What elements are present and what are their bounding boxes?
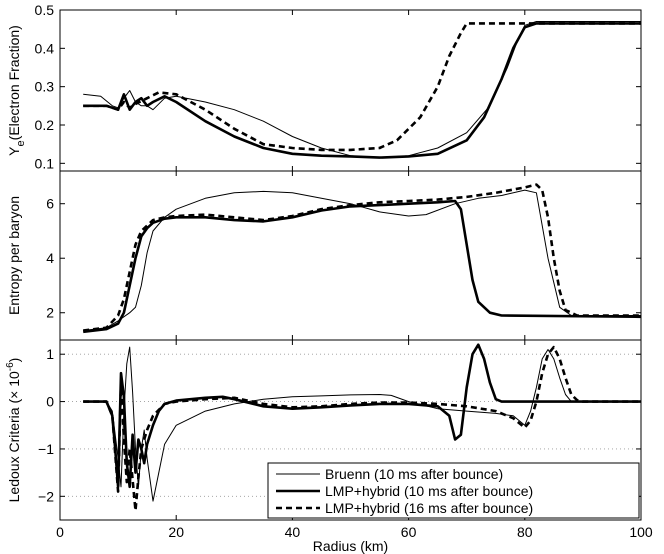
x-tick-label: 80	[517, 524, 533, 540]
y-axis-label: Ye(Electron Fraction)	[6, 25, 27, 156]
y-tick-label: 0.3	[35, 79, 55, 95]
legend-label: LMP+hybrid (10 ms after bounce)	[325, 483, 533, 499]
series-group	[83, 183, 641, 334]
legend: Bruenn (10 ms after bounce)LMP+hybrid (1…	[267, 462, 640, 519]
y-tick-label: 4	[46, 250, 54, 266]
panel-1: 0.1 0.2 0.3 0.4 0.5 Ye(Electron Fraction)	[6, 2, 642, 172]
series-line-dashed	[83, 183, 641, 332]
x-tick-label: 60	[401, 524, 417, 540]
y-tick-label: 2	[46, 305, 54, 321]
y-tick-label: 0.5	[35, 2, 55, 18]
axes-frame	[59, 9, 642, 172]
series-line-thin	[83, 21, 641, 159]
x-axis-label: Radius (km)	[313, 538, 388, 554]
series-line-dashed	[83, 22, 641, 152]
series-line-thick	[83, 199, 641, 334]
axes-group: 0.1 0.2 0.3 0.4 0.5 Ye(Electron Fraction) 2 4 6 E…	[5, 2, 653, 554]
x-tick-label: 0	[56, 524, 64, 540]
y-tick-label: 0.4	[35, 40, 55, 56]
x-tick-label: 100	[629, 524, 653, 540]
y-tick-label: 0.2	[35, 117, 55, 133]
x-tick-label: 20	[168, 524, 184, 540]
legend-label: LMP+hybrid (16 ms after bounce)	[325, 500, 533, 516]
series-line-thin	[83, 189, 641, 331]
y-tick-label: 6	[46, 196, 54, 212]
x-tick-label: 40	[285, 524, 301, 540]
y-axis-label-sup: -6	[5, 362, 16, 371]
series-group	[83, 343, 641, 512]
series-line-thick	[83, 343, 641, 489]
y-tick-label: 1	[46, 346, 54, 362]
y-tick-label: 0	[46, 394, 54, 410]
y-tick-label: −1	[38, 441, 54, 457]
series-line-thick	[83, 22, 641, 159]
y-axis-label: Ledoux Criteria (× 10-6)	[5, 358, 22, 503]
series-line-dashed	[83, 345, 641, 512]
y-axis-label-rest: (Electron Fraction)	[6, 25, 22, 140]
y-axis-label: Entropy per baryon	[6, 196, 22, 315]
series-group	[83, 21, 641, 159]
y-tick-label: −2	[38, 488, 54, 504]
axes-frame	[59, 339, 642, 521]
legend-box	[267, 462, 640, 519]
panel-2: 2 4 6 Entropy per baryon	[6, 170, 642, 341]
series-line-thin	[83, 346, 641, 502]
y-axis-label-end: )	[6, 358, 22, 363]
y-axis-label-sub: e	[15, 140, 27, 146]
legend-label: Bruenn (10 ms after bounce)	[325, 466, 503, 482]
y-tick-label: 0.1	[35, 155, 55, 171]
